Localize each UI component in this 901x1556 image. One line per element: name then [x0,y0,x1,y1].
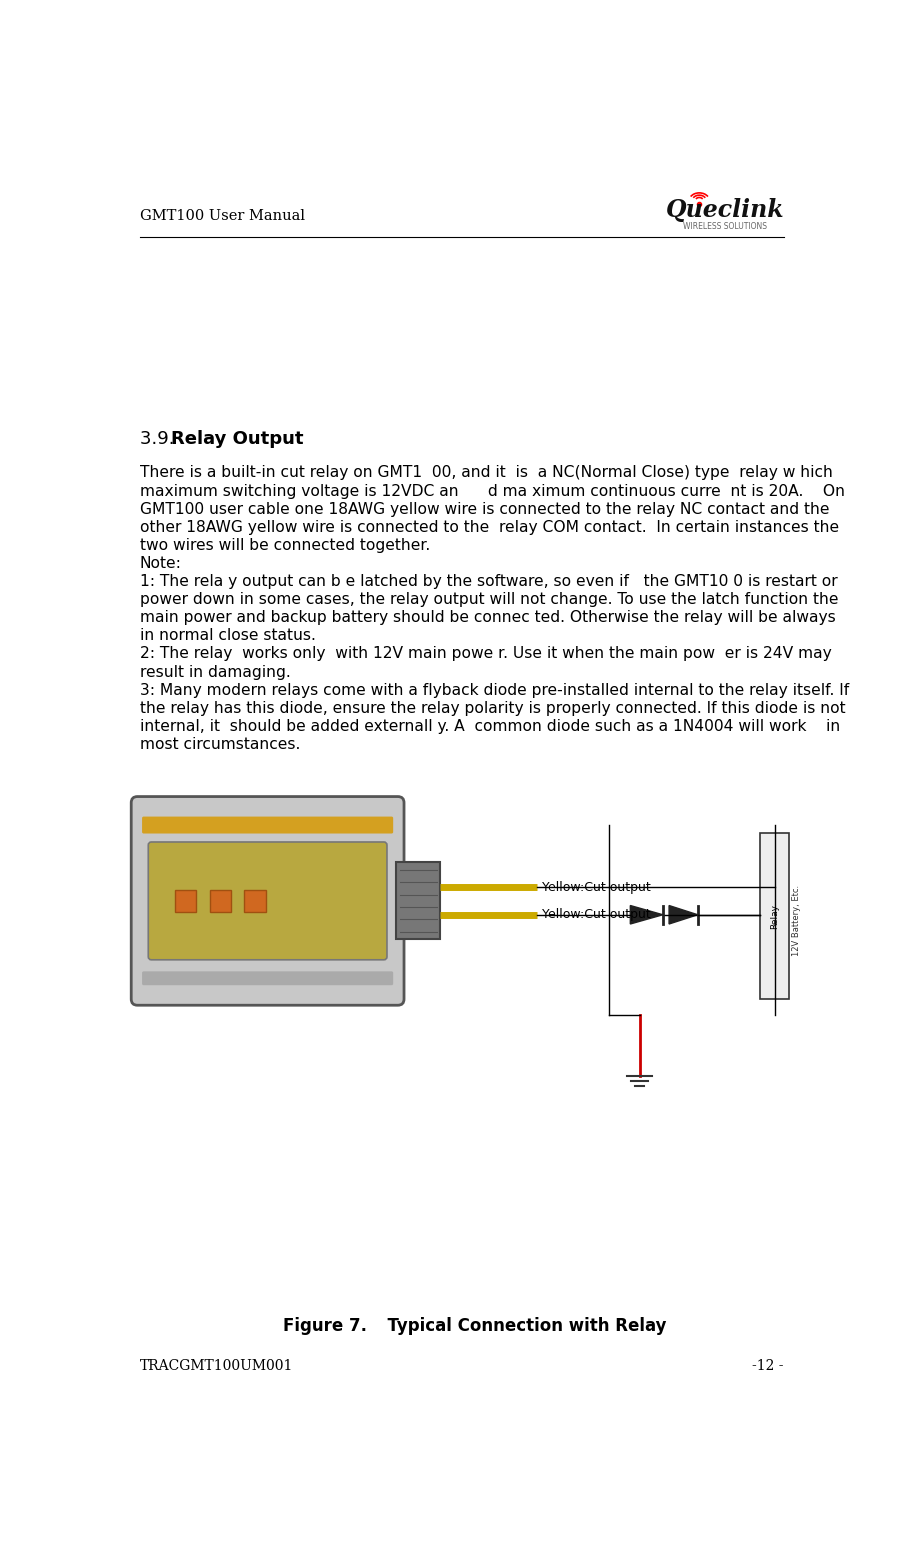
Text: Yellow:Cut output: Yellow:Cut output [542,881,651,893]
FancyBboxPatch shape [142,971,393,985]
Text: two wires will be connected together.: two wires will be connected together. [140,538,430,552]
Bar [760,832,789,999]
Text: Queclink: Queclink [666,198,784,223]
Text: Typical Connection with Relay: Typical Connection with Relay [353,1318,667,1335]
Text: There is a built-in cut relay on GMT1  00, and it  is  a NC(Normal Close) type  : There is a built-in cut relay on GMT1 00… [140,465,833,481]
FancyBboxPatch shape [142,817,393,834]
FancyBboxPatch shape [149,842,387,960]
Text: maximum switching voltage is 12VDC an      d ma ximum continuous curre  nt is 20: maximum switching voltage is 12VDC an d … [140,484,845,498]
Text: Yellow:Cut output: Yellow:Cut output [542,909,651,921]
Polygon shape [669,906,697,924]
FancyBboxPatch shape [132,797,404,1005]
Text: the relay has this diode, ensure the relay polarity is properly connected. If th: the relay has this diode, ensure the rel… [140,700,845,716]
Text: internal, it  should be added externall y. A  common diode such as a 1N4004 will: internal, it should be added externall y… [140,719,840,734]
Bar [175,890,196,912]
Text: GMT100 User Manual: GMT100 User Manual [140,209,305,223]
Text: power down in some cases, the relay output will not change. To use the latch fun: power down in some cases, the relay outp… [140,593,838,607]
Text: most circumstances.: most circumstances. [140,738,300,752]
Text: main power and backup battery should be connec ted. Otherwise the relay will be : main power and backup battery should be … [140,610,835,626]
Text: in normal close status.: in normal close status. [140,629,315,643]
Text: 12V Battery, Etc.: 12V Battery, Etc. [792,884,801,955]
Text: 1: The rela y output can b e latched by the software, so even if   the GMT10 0 i: 1: The rela y output can b e latched by … [140,574,837,590]
Text: 3.9.: 3.9. [140,431,180,448]
Polygon shape [631,906,663,924]
Text: WIRELESS SOLUTIONS: WIRELESS SOLUTIONS [683,223,767,232]
Text: result in damaging.: result in damaging. [140,664,290,680]
Text: Note:: Note: [140,555,182,571]
Bar [244,890,266,912]
Text: Relay Output: Relay Output [171,431,304,448]
Text: GMT100 user cable one 18AWG yellow wire is connected to the relay NC contact and: GMT100 user cable one 18AWG yellow wire … [140,501,829,517]
Text: Relay: Relay [770,904,779,929]
Text: -12 -: -12 - [752,1360,784,1374]
Text: Figure 7.: Figure 7. [283,1318,367,1335]
Text: TRACGMT100UM001: TRACGMT100UM001 [140,1360,293,1374]
Bar [396,862,441,940]
Bar [210,890,232,912]
Text: 2: The relay  works only  with 12V main powe r. Use it when the main pow  er is : 2: The relay works only with 12V main po… [140,646,832,661]
Text: 3: Many modern relays come with a flyback diode pre-installed internal to the re: 3: Many modern relays come with a flybac… [140,683,849,697]
Text: other 18AWG yellow wire is connected to the  relay COM contact.  In certain inst: other 18AWG yellow wire is connected to … [140,520,839,535]
